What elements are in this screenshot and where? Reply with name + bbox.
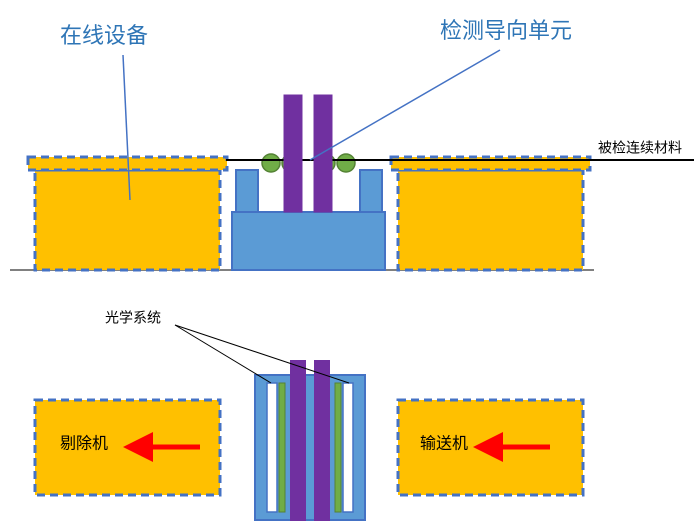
sensor-rod-bottom-0 <box>290 360 306 521</box>
optical-slit-1 <box>343 383 353 512</box>
conveyor-label: 输送机 <box>420 434 468 452</box>
online-device-left <box>35 170 220 270</box>
material-label: 被检连续材料 <box>598 139 682 155</box>
detection-unit-title: 检测导向单元 <box>440 18 572 43</box>
sensor-rod-bottom-1 <box>314 360 330 521</box>
roller-3 <box>337 154 355 172</box>
callout-line-optical-0 <box>175 325 271 383</box>
optical-green-0 <box>279 383 285 512</box>
online-device-right-top <box>391 157 590 170</box>
sensor-rod-top-0 <box>284 95 302 212</box>
online-device-right <box>398 170 583 270</box>
optical-label: 光学系统 <box>105 309 161 325</box>
callout-line-detection <box>310 50 500 160</box>
sensor-rod-top-1 <box>314 95 332 212</box>
optical-green-1 <box>335 383 341 512</box>
detection-base <box>232 212 385 270</box>
detection-pillar-1 <box>360 170 382 212</box>
rejector-label: 剔除机 <box>60 434 108 452</box>
roller-0 <box>262 154 280 172</box>
online-device-title: 在线设备 <box>60 23 148 48</box>
detection-pillar-0 <box>236 170 258 212</box>
optical-slit-0 <box>267 383 277 512</box>
